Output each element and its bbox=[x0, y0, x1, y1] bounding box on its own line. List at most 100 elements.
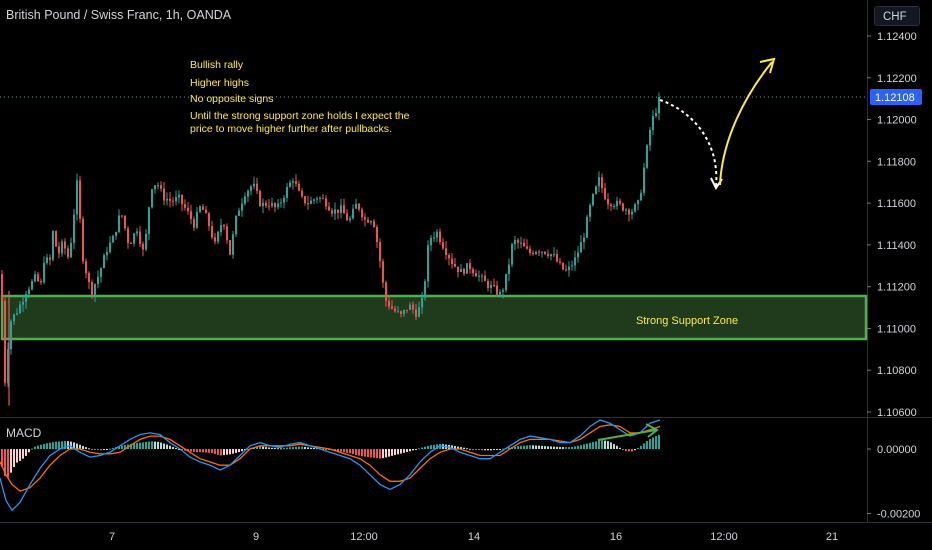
macd-hist-bar bbox=[532, 445, 534, 450]
macd-hist-bar bbox=[19, 449, 21, 461]
y-tick-label: 0.00000 bbox=[877, 444, 917, 456]
macd-hist-bar bbox=[85, 447, 87, 450]
candle-body bbox=[154, 185, 156, 190]
candle-body bbox=[280, 202, 282, 204]
candle-body bbox=[13, 314, 15, 322]
rally-arrow[interactable] bbox=[719, 61, 773, 186]
macd-hist-bar bbox=[205, 449, 207, 453]
macd-hist-bar bbox=[547, 446, 549, 450]
pullback-arrow[interactable] bbox=[659, 99, 718, 187]
macd-divergence-arrow[interactable] bbox=[597, 429, 657, 441]
candle-body bbox=[370, 221, 372, 223]
macd-hist-bar bbox=[130, 443, 132, 450]
candle-body bbox=[208, 213, 210, 227]
macd-hist-bar bbox=[400, 449, 402, 454]
macd-hist-bar bbox=[466, 448, 468, 450]
support-zone[interactable] bbox=[0, 294, 868, 341]
candle-body bbox=[334, 209, 336, 214]
candle-body bbox=[199, 206, 201, 212]
macd-hist-bar bbox=[274, 448, 276, 450]
candle-body bbox=[571, 265, 573, 267]
macd-hist-bar bbox=[322, 448, 324, 450]
macd-hist-bar bbox=[220, 449, 222, 456]
candle-body bbox=[400, 311, 402, 315]
macd-hist-bar bbox=[184, 449, 186, 451]
candle-body bbox=[286, 186, 288, 198]
candle-body bbox=[307, 203, 309, 205]
macd-hist-bar bbox=[136, 443, 138, 450]
candle-body bbox=[178, 194, 180, 198]
candle-body bbox=[457, 266, 459, 272]
macd-hist-bar bbox=[637, 447, 639, 450]
macd-hist-bar bbox=[520, 445, 522, 450]
candle-body bbox=[85, 261, 87, 274]
macd-hist-bar bbox=[286, 447, 288, 450]
macd-hist-bar bbox=[376, 449, 378, 459]
macd-hist-bar bbox=[451, 445, 453, 450]
time-axis[interactable]: 7 9 12:00 14 16 12:00 21 bbox=[109, 531, 838, 543]
candle-body bbox=[379, 242, 381, 262]
candle-body bbox=[361, 209, 363, 218]
macd-hist-bar bbox=[160, 442, 162, 450]
analysis-note[interactable]: Bullish rally Higher highs No opposite s… bbox=[190, 59, 410, 135]
y-tick-label: 1.11800 bbox=[877, 156, 916, 168]
macd-hist-bar bbox=[172, 446, 174, 450]
macd-hist-bar bbox=[388, 449, 390, 457]
candle-body bbox=[16, 313, 18, 315]
macd-hist-bar bbox=[109, 448, 111, 450]
candle-body bbox=[556, 254, 558, 262]
x-tick-label: 12:00 bbox=[710, 531, 738, 543]
candle-body bbox=[232, 234, 234, 255]
price-axis[interactable]: 1.12400 1.12200 1.12000 1.11800 1.11600 1.114… bbox=[867, 31, 920, 521]
macd-hist-bar bbox=[265, 447, 267, 450]
macd-hist-bar bbox=[283, 448, 285, 450]
candle-body bbox=[112, 235, 114, 243]
macd-hist-bar bbox=[169, 445, 171, 450]
macd-hist-bar bbox=[589, 442, 591, 450]
candle-body bbox=[586, 216, 588, 238]
candle-body bbox=[343, 205, 345, 214]
macd-hist-bar bbox=[559, 447, 561, 450]
candle-body bbox=[478, 275, 480, 277]
macd-hist-bar bbox=[373, 449, 375, 458]
macd-hist-bar bbox=[619, 447, 621, 450]
macd-hist-bar bbox=[328, 449, 330, 451]
candle-body bbox=[325, 198, 327, 207]
candle-body bbox=[499, 291, 501, 295]
macd-hist-bar bbox=[88, 448, 90, 450]
candle-body bbox=[385, 282, 387, 301]
macd-divergence-arrowhead bbox=[645, 423, 659, 438]
candle-body bbox=[118, 215, 120, 232]
macd-hist-bar bbox=[484, 449, 486, 451]
candle-body bbox=[181, 194, 183, 205]
candle-body bbox=[328, 206, 330, 211]
macd-hist-bar bbox=[52, 442, 54, 450]
candle-body bbox=[217, 231, 219, 242]
candle-body bbox=[37, 274, 39, 282]
candle-body bbox=[547, 253, 549, 257]
y-tick-label: 1.11400 bbox=[877, 240, 916, 252]
macd-hist-bar bbox=[472, 449, 474, 451]
macd-hist-bar bbox=[154, 441, 156, 450]
candle-body bbox=[649, 129, 651, 146]
candle-body bbox=[502, 290, 504, 292]
macd-hist-bar bbox=[241, 449, 243, 452]
macd-hist-bar bbox=[427, 445, 429, 450]
macd-hist-bar bbox=[1, 449, 3, 467]
note-line: Until the strong support zone holds I ex… bbox=[190, 110, 410, 122]
currency-button[interactable]: CHF bbox=[874, 6, 920, 26]
candle-body bbox=[244, 196, 246, 204]
candle-body bbox=[262, 202, 264, 207]
macd-hist-bar bbox=[223, 449, 225, 456]
candle-body bbox=[442, 242, 444, 249]
candle-body bbox=[175, 197, 177, 202]
macd-hist-bar bbox=[631, 449, 633, 452]
macd-hist-bar bbox=[475, 449, 477, 451]
macd-hist-bar bbox=[325, 449, 327, 451]
candle-body bbox=[238, 210, 240, 216]
candle-body bbox=[559, 261, 561, 263]
macd-hist-bar bbox=[337, 449, 339, 452]
candle-body bbox=[340, 205, 342, 213]
candle-body bbox=[67, 248, 69, 258]
